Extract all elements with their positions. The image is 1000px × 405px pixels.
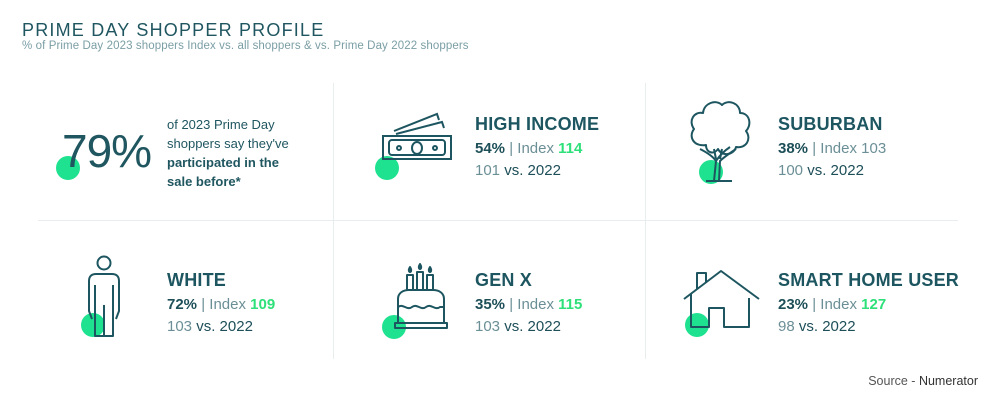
divider-vertical-2: [645, 83, 646, 359]
index-label: Index: [820, 296, 857, 313]
cake-icon: [393, 263, 449, 338]
money-icon: [382, 112, 454, 167]
divider-vertical-1: [333, 83, 334, 359]
card-text: SMART HOME USER 23% | Index 127 98 vs. 2…: [778, 270, 959, 335]
card-stat-line: 54% | Index 114: [475, 140, 599, 157]
accent-dot: [56, 156, 80, 180]
card-heading: SMART HOME USER: [778, 270, 960, 290]
separator: |: [509, 296, 514, 313]
card-percent: 38%: [778, 140, 809, 157]
index-value: 114: [558, 140, 583, 157]
index-label: Index: [820, 140, 857, 157]
card-heading: WHITE: [167, 270, 226, 290]
card-heading: HIGH INCOME: [475, 114, 600, 134]
separator: |: [201, 296, 206, 313]
index-value: 109: [250, 296, 276, 313]
vs-label: vs. 2022: [196, 318, 253, 335]
card-stat-line: 72% | Index 109: [167, 296, 275, 313]
vs-value: 100: [778, 162, 804, 179]
vs-label: vs. 2022: [798, 318, 856, 335]
page-title: PRIME DAY SHOPPER PROFILE: [22, 20, 325, 40]
separator: |: [812, 296, 817, 313]
desc-bold-line: participated in the: [167, 155, 279, 170]
accent-dot: [685, 313, 709, 337]
highlight-description: of 2023 Prime Day shoppers say they've p…: [167, 115, 327, 191]
house-icon: [683, 269, 761, 334]
accent-dot: [81, 313, 105, 337]
card-vs-line: 100 vs. 2022: [778, 162, 886, 179]
vs-label: vs. 2022: [807, 162, 864, 179]
card-text: GEN X 35% | Index 115 103 vs. 2022: [475, 270, 582, 335]
card-stat-line: 23% | Index 127: [778, 296, 959, 313]
vs-value: 98: [778, 318, 795, 335]
index-value: 103: [861, 140, 887, 157]
vs-value: 101: [475, 162, 501, 179]
vs-value: 103: [167, 318, 193, 335]
card-percent: 72%: [167, 296, 198, 313]
person-icon: [86, 255, 122, 342]
index-value: 115: [558, 296, 583, 313]
separator: |: [812, 140, 817, 157]
card-text: WHITE 72% | Index 109 103 vs. 2022: [167, 270, 275, 335]
desc-line: of 2023 Prime Day: [167, 117, 275, 132]
source-label: Source -: [868, 374, 916, 388]
vs-label: vs. 2022: [504, 318, 561, 335]
tree-icon: [686, 99, 752, 188]
vs-label: vs. 2022: [504, 162, 561, 179]
card-vs-line: 98 vs. 2022: [778, 318, 959, 335]
separator: |: [509, 140, 514, 157]
card-stat-line: 35% | Index 115: [475, 296, 582, 313]
highlight-value: 79%: [62, 125, 152, 177]
card-text: HIGH INCOME 54% | Index 114 101 vs. 2022: [475, 114, 599, 179]
source-credit: Source - Numerator: [868, 374, 978, 388]
card-percent: 35%: [475, 296, 506, 313]
card-percent: 23%: [778, 296, 809, 313]
desc-line: shoppers say they've: [167, 136, 289, 151]
card-heading: GEN X: [475, 270, 533, 290]
page-subtitle: % of Prime Day 2023 shoppers Index vs. a…: [22, 40, 469, 52]
index-label: Index: [517, 140, 554, 157]
index-value: 127: [861, 296, 887, 313]
card-vs-line: 103 vs. 2022: [167, 318, 275, 335]
card-heading: SUBURBAN: [778, 114, 883, 134]
card-vs-line: 101 vs. 2022: [475, 162, 599, 179]
divider-horizontal: [38, 220, 958, 221]
desc-bold-line: sale before*: [167, 174, 241, 189]
card-percent: 54%: [475, 140, 506, 157]
card-vs-line: 103 vs. 2022: [475, 318, 582, 335]
card-text: SUBURBAN 38% | Index 103 100 vs. 2022: [778, 114, 886, 179]
card-stat-line: 38% | Index 103: [778, 140, 886, 157]
vs-value: 103: [475, 318, 501, 335]
index-label: Index: [209, 296, 246, 313]
index-label: Index: [517, 296, 554, 313]
source-name: Numerator: [918, 374, 978, 388]
